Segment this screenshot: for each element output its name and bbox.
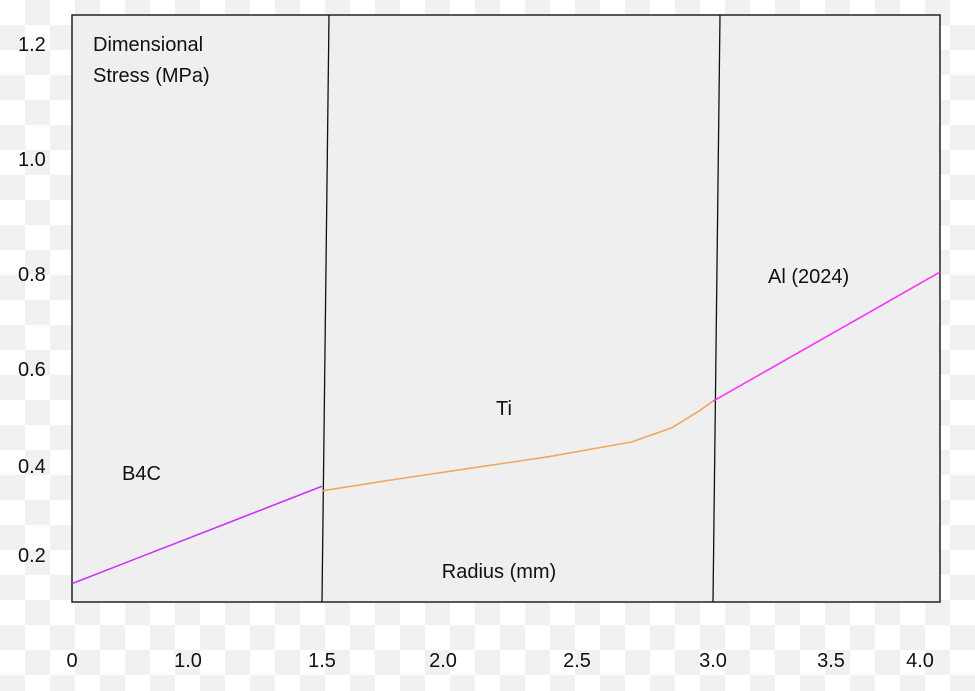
y-axis-title-line-2: Stress (MPa) — [93, 65, 210, 87]
series-line — [71, 485, 323, 585]
x-tick-label: 0 — [66, 650, 77, 672]
x-tick-label: 2.5 — [563, 650, 591, 672]
y-tick-label: 1.0 — [18, 149, 46, 171]
x-axis-title: Radius (mm) — [442, 561, 556, 583]
boundary-line — [712, 14, 721, 603]
x-tick-label: 1.0 — [174, 650, 202, 672]
y-tick-labels: 1.2 1.0 0.8 0.6 0.4 0.2 — [18, 34, 46, 567]
y-tick-label: 0.2 — [18, 545, 46, 567]
series-line — [321, 400, 714, 492]
y-tick-label: 0.4 — [18, 456, 46, 478]
boundary-line — [321, 14, 330, 603]
x-tick-label: 4.0 — [906, 650, 934, 672]
y-axis-title-line-1: Dimensional — [93, 34, 203, 56]
y-tick-label: 0.8 — [18, 264, 46, 286]
region-label-ti: Ti — [496, 398, 512, 420]
series-lines — [71, 271, 941, 585]
x-tick-label: 1.5 — [308, 650, 336, 672]
y-tick-label: 1.2 — [18, 34, 46, 56]
region-label-al: Al (2024) — [768, 266, 849, 288]
plot-area — [71, 14, 941, 603]
region-label-b4c: B4C — [122, 463, 161, 485]
series-line — [712, 271, 941, 402]
x-tick-label: 2.0 — [429, 650, 457, 672]
x-tick-label: 3.0 — [699, 650, 727, 672]
x-tick-label: 3.5 — [817, 650, 845, 672]
x-tick-labels: 0 1.0 1.5 2.0 2.5 3.0 3.5 4.0 — [66, 650, 933, 672]
material-boundaries — [321, 14, 721, 603]
y-tick-label: 0.6 — [18, 359, 46, 381]
